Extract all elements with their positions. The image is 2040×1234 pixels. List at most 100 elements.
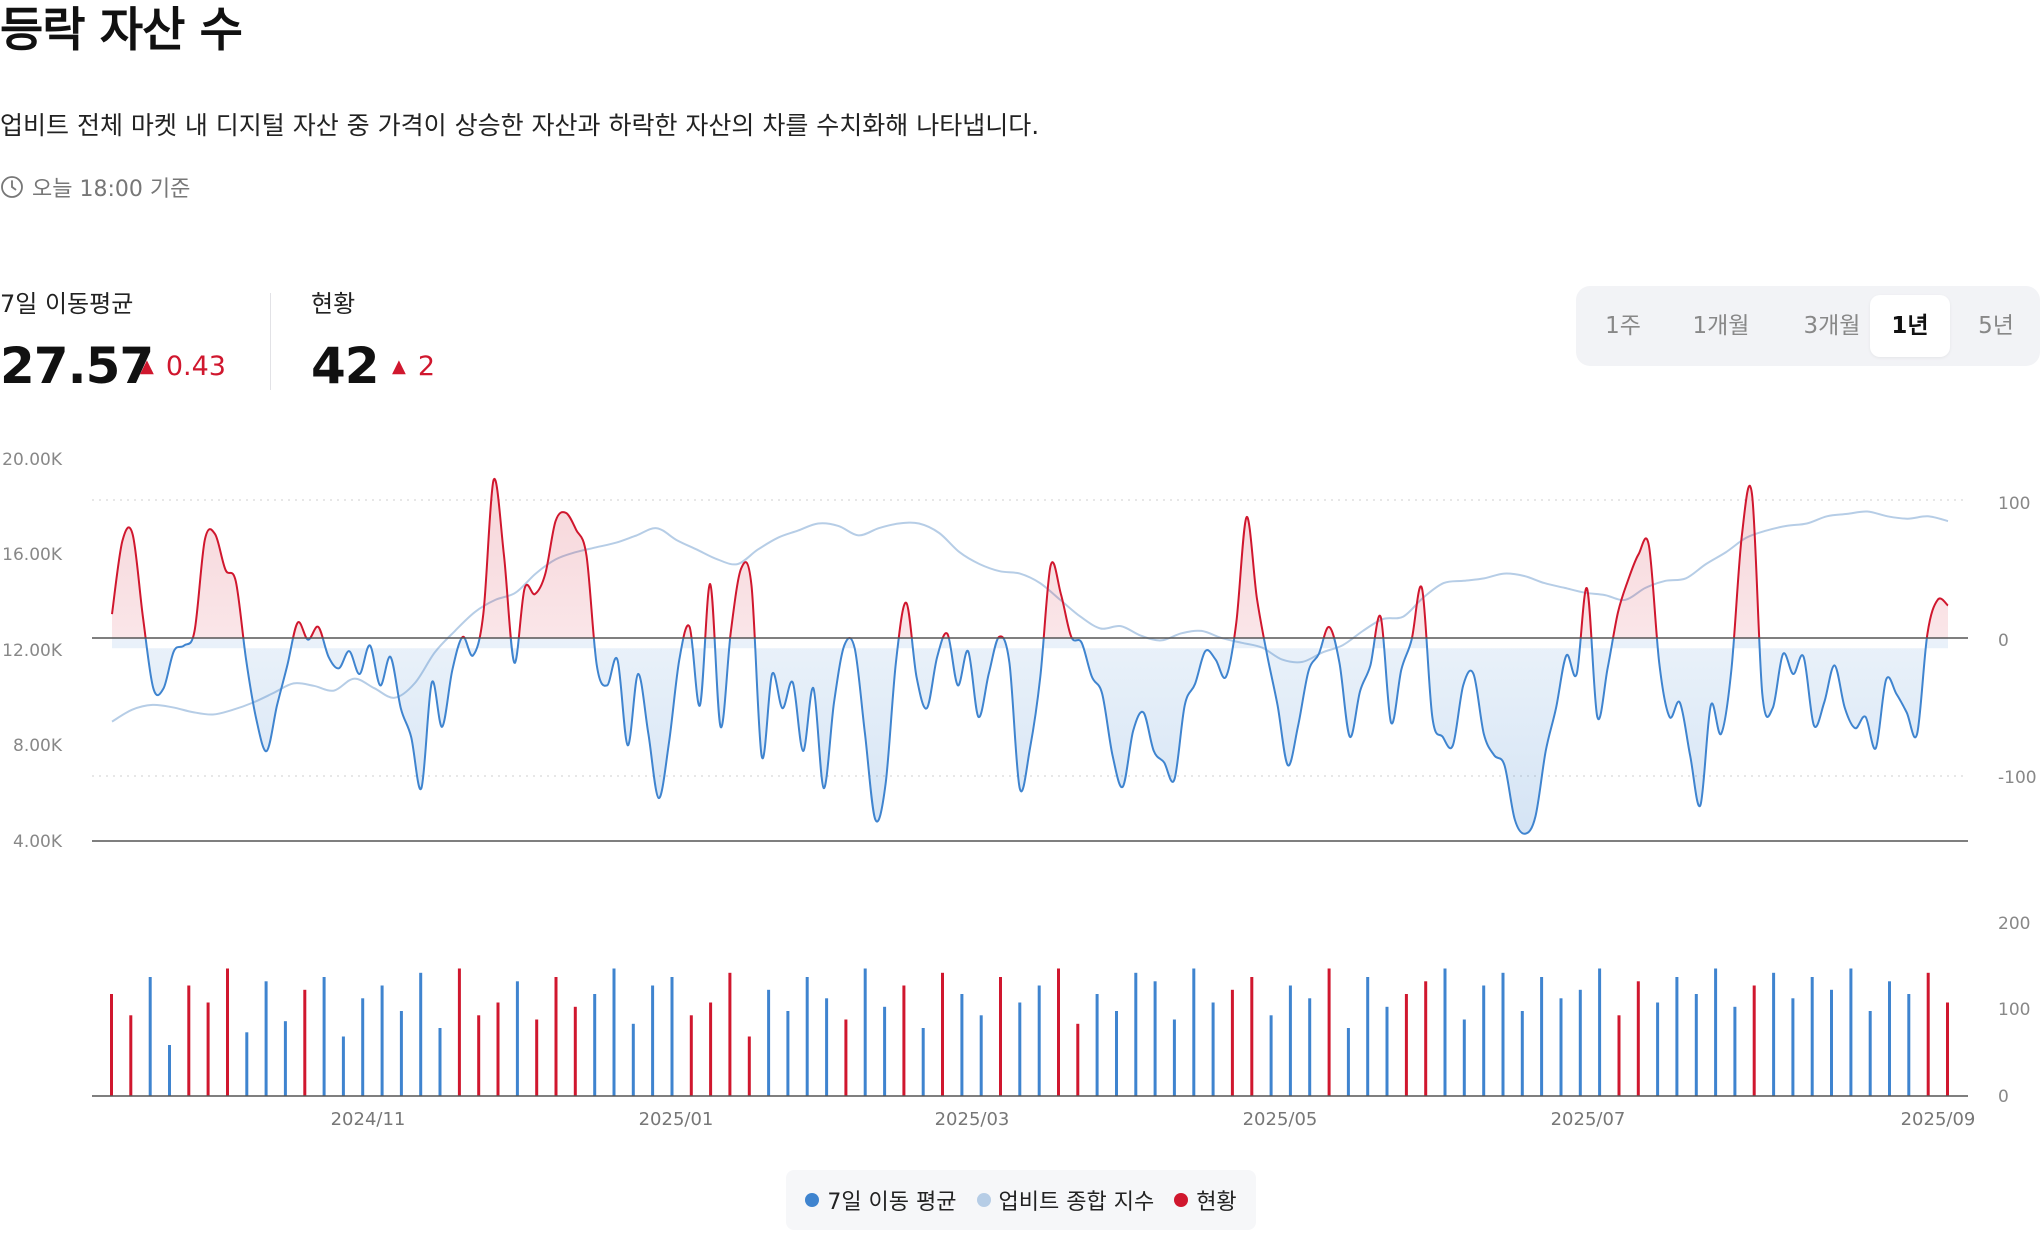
stat-divider: [270, 293, 271, 390]
volume-bar: [1675, 977, 1679, 1096]
volume-bar: [1385, 1006, 1389, 1097]
volume-bar: [1520, 1011, 1524, 1096]
timestamp: 오늘 18:00 기준: [0, 170, 190, 204]
volume-bar: [419, 972, 423, 1097]
volume-tick-100: 100: [1998, 1000, 2030, 1020]
volume-bar: [1230, 989, 1234, 1097]
volume-axis: 200 100 0: [1998, 914, 2030, 1107]
volume-bar: [767, 989, 771, 1097]
volume-bar: [129, 1015, 133, 1097]
volume-bar: [1076, 1023, 1080, 1097]
volume-bar: [1656, 1002, 1660, 1096]
volume-bar: [361, 998, 365, 1097]
volume-bar: [728, 972, 732, 1097]
gridlines: [92, 499, 1968, 777]
volume-bar: [1346, 1028, 1350, 1096]
moving-average-line-positive: [111, 477, 1949, 638]
legend-dot-upbit-index: [976, 1193, 991, 1207]
positive-area-fill: [112, 478, 1948, 638]
x-tick-2025-03: 2025/03: [935, 1109, 1010, 1130]
volume-bar: [960, 994, 964, 1096]
up-triangle-icon: ▲: [392, 355, 406, 377]
volume-bar: [399, 1011, 403, 1096]
volume-tick-200: 200: [1998, 914, 2030, 934]
volume-bar: [670, 977, 674, 1096]
volume-bar: [941, 972, 944, 1097]
x-tick-2025-05: 2025/05: [1243, 1109, 1318, 1130]
volume-bars: [110, 968, 1949, 1097]
volume-bar: [747, 1036, 751, 1096]
tab-3m[interactable]: 3개월: [1803, 313, 1861, 339]
negative-area-fill: [112, 638, 1948, 834]
volume-bar: [825, 998, 829, 1097]
tab-1y[interactable]: 1년: [1870, 295, 1950, 357]
volume-bar: [1636, 981, 1640, 1097]
volume-bar: [883, 1006, 887, 1097]
volume-bar: [1540, 977, 1544, 1096]
current-status-value: 42: [311, 337, 380, 395]
volume-bar: [1211, 1002, 1215, 1096]
page-description: 업비트 전체 마켓 내 디지털 자산 중 가격이 상승한 자산과 하락한 자산의…: [0, 111, 1040, 140]
tab-5y[interactable]: 5년: [1978, 313, 2014, 339]
volume-bar: [631, 1023, 635, 1097]
volume-bar: [1462, 1019, 1466, 1096]
volume-bar: [1946, 1002, 1949, 1096]
volume-bar: [110, 994, 113, 1096]
left-tick-12k: 12.00K: [2, 641, 63, 661]
volume-bar: [1578, 989, 1582, 1097]
right-axis: 100 0 -100: [1998, 494, 2037, 788]
volume-bar: [1172, 1019, 1176, 1096]
volume-bar: [1308, 998, 1312, 1097]
legend-dot-moving-average: [805, 1193, 820, 1207]
legend-item-moving-average[interactable]: 7일 이동 평균: [805, 1184, 957, 1216]
market-breadth-chart: 20.00K 16.00K 12.00K 8.00K 4.00K 100 0 -…: [2, 450, 2037, 1130]
volume-bar: [573, 1006, 577, 1097]
volume-bar: [1810, 977, 1814, 1096]
volume-bar: [689, 1015, 693, 1097]
volume-bar: [1250, 977, 1254, 1096]
x-tick-2025-07: 2025/07: [1551, 1109, 1626, 1130]
volume-bar: [863, 968, 867, 1096]
volume-bar: [1926, 972, 1930, 1097]
page-title: 등락 자산 수: [0, 3, 243, 58]
right-tick-minus-100: -100: [1998, 768, 2037, 788]
tab-1m[interactable]: 1개월: [1692, 313, 1750, 339]
left-axis: 20.00K 16.00K 12.00K 8.00K 4.00K: [2, 450, 63, 852]
volume-bar: [1269, 1015, 1273, 1097]
volume-bar: [1598, 968, 1602, 1096]
left-tick-20k: 20.00K: [2, 450, 63, 470]
volume-bar: [999, 977, 1002, 1096]
x-tick-2025-09: 2025/09: [1901, 1109, 1976, 1130]
volume-bar: [264, 981, 268, 1097]
volume-bar: [148, 977, 152, 1096]
right-tick-0: 0: [1998, 631, 2009, 651]
volume-bar: [1791, 998, 1795, 1097]
volume-bar: [1559, 998, 1563, 1097]
volume-bar: [1366, 977, 1370, 1096]
tab-1w[interactable]: 1주: [1605, 313, 1641, 339]
volume-bar: [1849, 968, 1853, 1096]
volume-bar: [1830, 989, 1833, 1097]
volume-bar: [786, 1011, 790, 1096]
volume-bar: [844, 1019, 848, 1096]
volume-bar: [245, 1032, 249, 1097]
volume-bar: [1772, 972, 1776, 1097]
volume-bar: [1733, 1006, 1737, 1097]
volume-bar: [1617, 1015, 1621, 1097]
legend-item-current[interactable]: 현황: [1174, 1184, 1237, 1216]
volume-bar: [1115, 1011, 1118, 1096]
volume-bar: [515, 981, 519, 1097]
volume-bar: [902, 985, 906, 1096]
volume-bar: [380, 985, 384, 1096]
volume-bar: [1482, 985, 1486, 1096]
volume-bar: [322, 977, 326, 1096]
volume-bar: [1714, 968, 1718, 1096]
volume-bar: [1888, 981, 1891, 1097]
legend-item-upbit-index[interactable]: 업비트 종합 지수: [976, 1184, 1155, 1216]
volume-bar: [168, 1045, 171, 1096]
volume-bar: [1153, 981, 1157, 1097]
legend-label-upbit-index: 업비트 종합 지수: [998, 1190, 1155, 1215]
volume-bar: [1443, 968, 1447, 1096]
volume-bar: [651, 985, 655, 1096]
volume-bar: [554, 977, 558, 1096]
